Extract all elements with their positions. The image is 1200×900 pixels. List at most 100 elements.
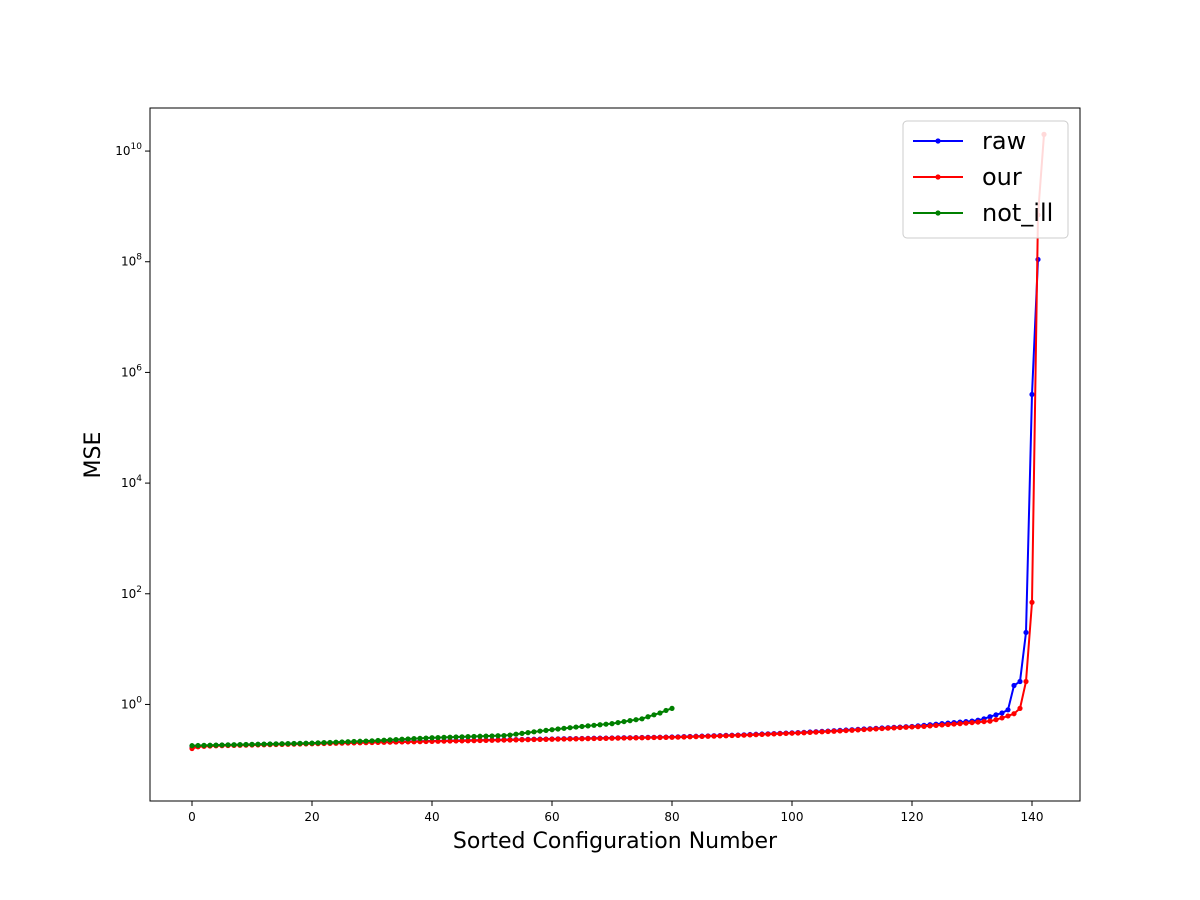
data-point xyxy=(447,738,453,744)
legend: raw our not_ill xyxy=(902,120,1069,239)
data-point xyxy=(693,734,699,740)
data-point xyxy=(633,735,639,741)
data-point xyxy=(579,723,585,730)
data-point xyxy=(225,742,231,748)
data-point xyxy=(597,722,603,728)
data-point xyxy=(255,741,261,747)
data-point xyxy=(915,724,921,730)
x-axis: 0 20 40 60 80 100 120 140 xyxy=(188,801,1043,824)
data-point xyxy=(999,710,1005,716)
legend-marker xyxy=(935,174,941,180)
plot-frame xyxy=(149,107,1081,802)
data-point xyxy=(597,735,603,742)
data-point xyxy=(501,732,507,739)
data-point xyxy=(477,737,483,744)
data-point xyxy=(627,735,633,741)
data-point xyxy=(513,731,519,737)
data-point xyxy=(879,725,885,732)
data-point xyxy=(819,729,825,735)
data-point xyxy=(525,730,531,736)
data-point xyxy=(933,722,939,729)
data-point xyxy=(861,726,867,733)
data-point xyxy=(357,738,363,744)
data-point xyxy=(735,732,741,738)
data-point xyxy=(471,738,477,744)
y-axis-label: MSE xyxy=(81,432,106,479)
data-point xyxy=(213,742,219,748)
data-point xyxy=(609,735,615,741)
data-point xyxy=(795,730,801,736)
data-point xyxy=(687,734,693,740)
data-point xyxy=(267,741,273,747)
data-point xyxy=(201,742,207,749)
data-point xyxy=(801,730,807,736)
data-point xyxy=(501,737,507,743)
data-point xyxy=(993,717,999,723)
y-tick-label: 104 xyxy=(121,474,142,490)
data-point xyxy=(429,735,435,741)
data-point xyxy=(729,732,735,739)
data-point xyxy=(333,739,339,745)
data-point xyxy=(351,738,357,745)
data-point xyxy=(681,734,687,740)
data-point xyxy=(987,714,993,720)
data-point xyxy=(609,721,615,727)
data-point xyxy=(603,735,609,741)
data-point xyxy=(519,730,525,736)
data-point xyxy=(465,734,471,740)
data-point xyxy=(555,726,561,732)
legend-label: our xyxy=(982,163,1022,191)
data-point xyxy=(423,735,429,741)
data-point xyxy=(747,732,753,738)
data-point xyxy=(627,718,633,724)
data-point xyxy=(639,716,645,722)
data-point xyxy=(975,719,981,725)
series-not_ill xyxy=(189,705,675,749)
data-point xyxy=(1011,682,1017,689)
data-point xyxy=(543,736,549,742)
data-point xyxy=(567,736,573,742)
data-point xyxy=(675,734,681,740)
data-point xyxy=(519,737,525,743)
data-point xyxy=(711,733,717,739)
data-point xyxy=(591,735,597,742)
data-point xyxy=(363,738,369,744)
data-point xyxy=(633,717,639,723)
legend-item-our: our xyxy=(913,163,1022,191)
x-axis-label: Sorted Configuration Number xyxy=(453,829,778,854)
legend-label: not_ill xyxy=(982,199,1053,227)
data-point xyxy=(219,742,225,748)
data-point xyxy=(249,741,255,747)
data-point xyxy=(507,737,513,743)
data-point xyxy=(483,737,489,744)
data-point xyxy=(669,705,675,711)
data-point xyxy=(441,738,447,744)
data-point xyxy=(567,725,573,731)
data-point xyxy=(465,738,471,744)
data-point xyxy=(843,727,849,734)
data-point xyxy=(807,729,813,736)
data-point xyxy=(309,740,315,746)
data-point xyxy=(1011,711,1017,717)
data-point xyxy=(489,737,495,743)
data-point xyxy=(651,712,657,718)
data-point xyxy=(1005,707,1011,713)
y-axis: 100 102 104 106 108 1010 xyxy=(115,142,150,711)
data-point xyxy=(561,725,567,731)
data-point xyxy=(789,730,795,736)
data-point xyxy=(759,731,765,738)
data-point xyxy=(1005,713,1011,719)
data-point xyxy=(453,738,459,744)
data-point xyxy=(999,715,1005,721)
x-tick-label: 0 xyxy=(188,810,196,824)
data-point xyxy=(315,740,321,746)
data-point xyxy=(525,737,531,743)
data-point xyxy=(987,718,993,724)
data-point xyxy=(339,739,345,745)
data-point xyxy=(387,737,393,743)
data-point xyxy=(555,736,561,742)
data-point xyxy=(657,710,663,716)
data-point xyxy=(1029,391,1035,398)
x-tick-label: 40 xyxy=(424,810,439,824)
